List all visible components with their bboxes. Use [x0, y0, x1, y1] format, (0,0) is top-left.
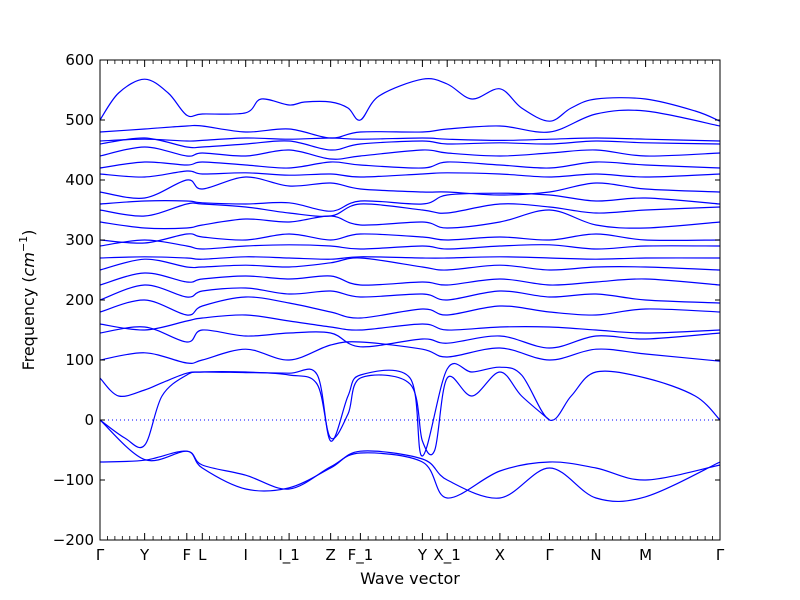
band-line-14: [100, 233, 720, 244]
band-line-13: [100, 239, 720, 250]
band-line-24: [100, 109, 720, 139]
x-tick-label: Γ: [545, 546, 554, 564]
y-tick-label: 100: [65, 351, 94, 369]
band-line-18: [100, 176, 720, 199]
band-line-6: [100, 326, 720, 349]
x-tick-label: Y: [139, 546, 150, 564]
y-axis-label-exponent: −1: [17, 236, 30, 252]
x-tick-label: X: [495, 546, 505, 564]
y-tick-label: 500: [65, 111, 94, 129]
y-axis-label-unit: cm: [19, 252, 38, 276]
band-line-21: [100, 146, 720, 160]
x-tick-label: I_1: [278, 546, 299, 565]
band-line-8: [100, 296, 720, 319]
y-ticks: −200 −100 0 100 200 300 400 500 600: [53, 51, 720, 549]
band-line-19: [100, 170, 720, 178]
band-line-17: [100, 192, 720, 212]
y-tick-label: −100: [53, 471, 94, 489]
band-line-22: [100, 137, 720, 151]
x-tick-label: I: [243, 546, 247, 564]
y-tick-label: 200: [65, 291, 94, 309]
band-line-7: [100, 314, 720, 334]
x-tick-label: M: [639, 546, 652, 564]
x-axis-label: Wave vector: [360, 569, 460, 588]
y-tick-label: 0: [84, 411, 94, 429]
band-line-5: [100, 341, 720, 364]
band-line-2: [100, 419, 720, 499]
y-axis-label: Frequency (cm−1): [17, 230, 38, 371]
band-line-25: [100, 78, 720, 122]
band-line-23: [100, 137, 720, 142]
band-line-9: [100, 284, 720, 304]
y-tick-label: 300: [65, 231, 94, 249]
x-tick-label: Y: [417, 546, 428, 564]
y-axis-label-text: Frequency (: [19, 276, 38, 370]
x-tick-label: L: [198, 546, 207, 564]
y-axis-label-close: ): [19, 230, 38, 236]
band-line-16: [100, 202, 720, 217]
band-line-12: [100, 256, 720, 260]
x-tick-label: X_1: [434, 546, 461, 565]
band-line-11: [100, 257, 720, 271]
x-tick-label: Z: [325, 546, 335, 564]
band-line-20: [100, 161, 720, 169]
x-tick-label: Γ: [96, 546, 105, 564]
band-line-15: [100, 209, 720, 230]
x-ticks: Γ Y F L I I_1 Z F_1 Y X_1 X Γ N M Γ: [96, 60, 725, 565]
x-tick-label: F: [182, 546, 191, 564]
band-line-3: [100, 371, 550, 456]
y-tick-label: 400: [65, 171, 94, 189]
band-line-10: [100, 272, 720, 286]
y-tick-label: −200: [53, 531, 94, 549]
x-tick-label: Γ: [716, 546, 725, 564]
x-tick-label: N: [590, 546, 601, 564]
band-line-4: [100, 363, 720, 457]
series-layer: [100, 78, 720, 503]
y-tick-label: 600: [65, 51, 94, 69]
x-tick-label: F_1: [348, 546, 374, 565]
